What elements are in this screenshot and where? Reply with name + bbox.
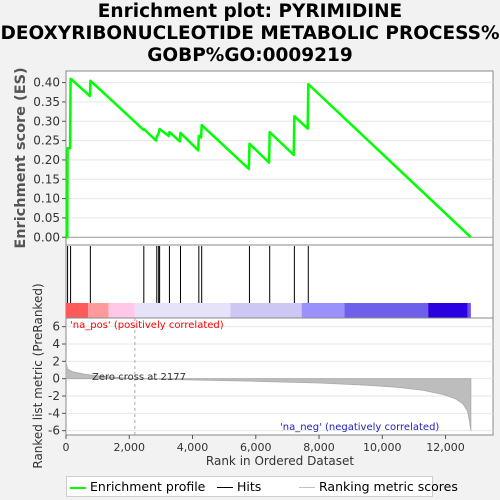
legend-label-ranking-metric: Ranking metric scores [319, 479, 458, 494]
x-axis-label: Rank in Ordered Dataset [206, 454, 354, 468]
es-ytick-label: 0.30 [33, 114, 60, 128]
es-ytick-label: 0.05 [33, 211, 60, 225]
title-line-2: DEOXYRIBONUCLEOTIDE METABOLIC PROCESS% [0, 23, 500, 44]
es-ytick-label: 0.40 [33, 76, 60, 90]
heatmap-segment [467, 303, 471, 318]
zero-cross-label: Zero cross at 2177 [92, 372, 186, 383]
heatmap-segment [301, 303, 345, 318]
chart-title: Enrichment plot: PYRIMIDINE DEOXYRIBONUC… [0, 1, 500, 67]
legend-label-hits: Hits [237, 479, 262, 494]
title-line-1: Enrichment plot: PYRIMIDINE [97, 1, 403, 22]
x-tick-label: 0 [63, 441, 70, 454]
metric-ylabel: Ranked list metric (PreRanked) [31, 283, 45, 468]
x-tick-label: 8,000 [303, 441, 335, 454]
metric-area [65, 362, 472, 431]
legend-item-ranking-metric: Ranking metric scores [299, 479, 458, 495]
heatmap-segment [88, 303, 109, 318]
metric-ytick-label: -2 [48, 389, 60, 403]
metric-ytick-label: 0 [52, 372, 60, 386]
legend-swatch-green [70, 486, 86, 489]
es-ytick-label: 0.15 [33, 172, 60, 186]
metric-ytick-label: 2 [52, 354, 60, 368]
es-line [66, 77, 472, 239]
legend-swatch-black [217, 487, 233, 488]
metric-ytick-label: -4 [48, 406, 60, 420]
heatmap-segment [134, 303, 231, 318]
legend-swatch-gray [299, 487, 315, 488]
metric-ytick-label: 4 [52, 337, 60, 351]
x-tick-label: 10,000 [363, 441, 402, 454]
es-panel-background [65, 70, 494, 246]
legend-item-hits: Hits [217, 479, 261, 495]
x-tick-label: 6,000 [240, 441, 272, 454]
es-ytick-label: 0.20 [33, 153, 60, 167]
x-tick-label: 4,000 [177, 441, 209, 454]
chart-legend: Enrichment profile Hits Ranking metric s… [66, 476, 458, 497]
metric-panel-background [65, 317, 494, 436]
title-line-3: GOBP%GO:0009219 [147, 45, 353, 66]
heatmap-segment [108, 303, 135, 318]
pos-label: 'na_pos' (positively correlated) [70, 320, 224, 331]
es-ytick-label: 0.00 [33, 230, 60, 244]
es-ytick-label: 0.10 [33, 192, 60, 206]
heatmap-segment [66, 303, 89, 318]
legend-label-enrichment-profile: Enrichment profile [90, 479, 206, 494]
metric-ytick-label: -6 [48, 424, 60, 438]
es-ytick-label: 0.35 [33, 95, 60, 109]
x-tick-label: 2,000 [114, 441, 146, 454]
heatmap-segment [230, 303, 302, 318]
heatmap-segment [428, 303, 468, 318]
neg-label: 'na_neg' (negatively correlated) [280, 422, 439, 433]
x-tick-label: 12,000 [426, 441, 465, 454]
es-ytick-label: 0.25 [33, 134, 60, 148]
es-ylabel: Enrichment score (ES) [13, 67, 29, 248]
heatmap-segment [344, 303, 429, 318]
legend-item-enrichment-profile: Enrichment profile [70, 479, 205, 495]
metric-ytick-label: 6 [52, 320, 60, 334]
